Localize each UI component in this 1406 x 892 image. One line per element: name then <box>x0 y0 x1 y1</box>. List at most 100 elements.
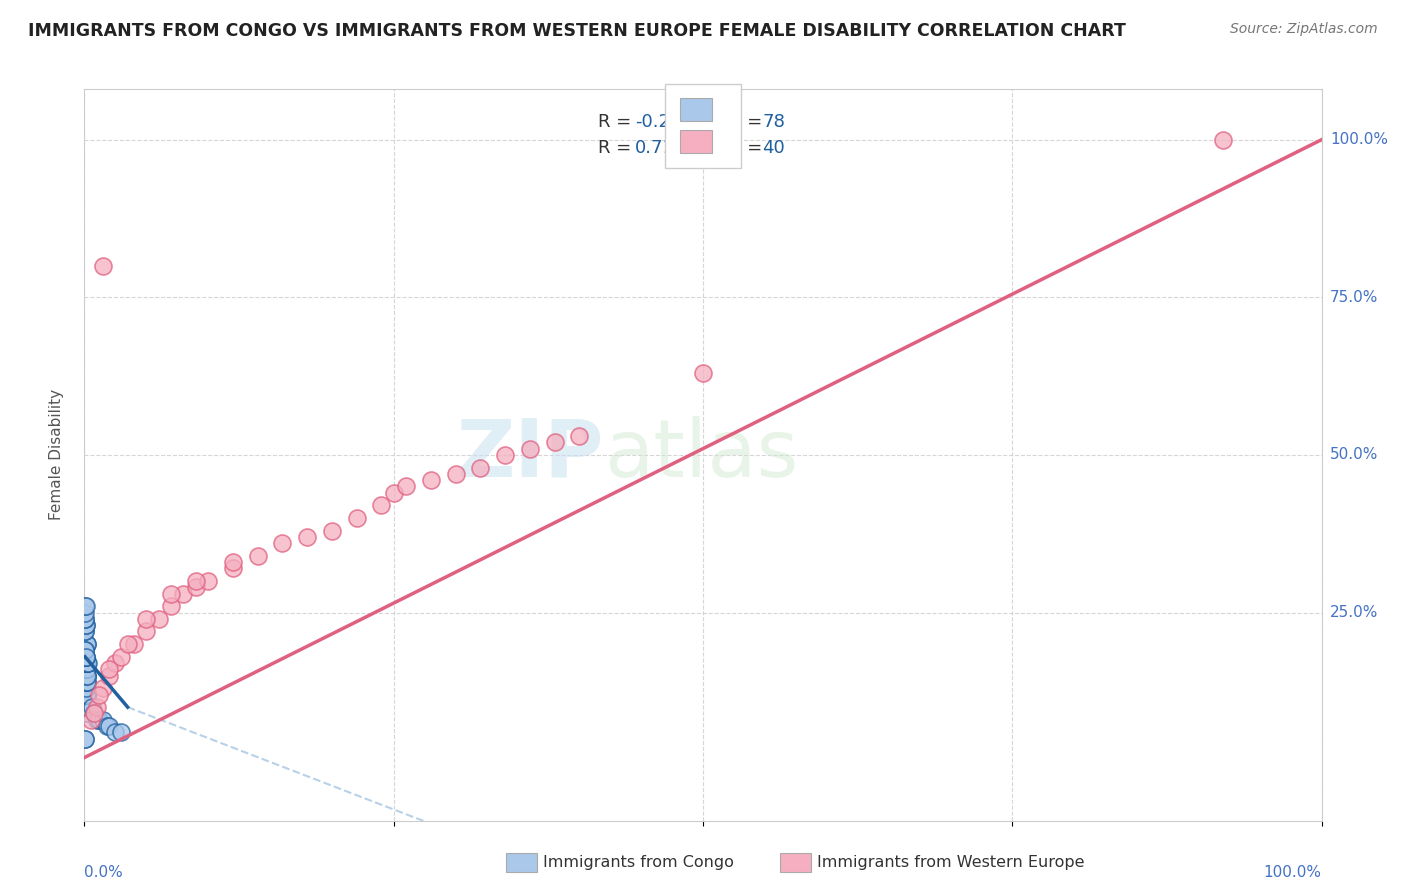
Point <box>80 700 103 714</box>
Point <box>543 435 565 450</box>
Point <box>75 662 97 676</box>
Point <box>73 637 96 651</box>
Point <box>89 713 111 727</box>
Text: 0.717: 0.717 <box>636 139 686 157</box>
Point <box>75 706 97 721</box>
Point <box>91 681 114 696</box>
Point <box>222 561 245 575</box>
Point <box>73 624 96 639</box>
Point <box>83 706 105 721</box>
Point <box>75 674 97 689</box>
Point <box>86 713 108 727</box>
Point <box>76 700 98 714</box>
Point <box>76 668 98 682</box>
Point <box>75 668 97 682</box>
Point <box>117 637 139 651</box>
Point <box>75 637 97 651</box>
Point <box>75 656 97 670</box>
Point <box>104 656 127 670</box>
Text: 100.0%: 100.0% <box>1330 132 1388 147</box>
Point <box>75 700 97 714</box>
Point <box>75 700 97 714</box>
Text: R =: R = <box>598 139 637 157</box>
Point <box>76 668 98 682</box>
Point <box>110 649 132 664</box>
Point <box>73 700 96 714</box>
Point <box>184 574 207 588</box>
Point <box>98 662 121 676</box>
Text: atlas: atlas <box>605 416 799 494</box>
Point <box>75 618 97 632</box>
Point <box>75 694 97 708</box>
Text: 100.0%: 100.0% <box>1264 864 1322 880</box>
Point <box>246 549 269 563</box>
Point <box>76 674 98 689</box>
Text: 25.0%: 25.0% <box>1330 605 1378 620</box>
Point <box>83 706 105 721</box>
Point <box>76 656 98 670</box>
Point <box>444 467 467 481</box>
Text: IMMIGRANTS FROM CONGO VS IMMIGRANTS FROM WESTERN EUROPE FEMALE DISABILITY CORREL: IMMIGRANTS FROM CONGO VS IMMIGRANTS FROM… <box>28 22 1126 40</box>
Point <box>75 662 97 676</box>
Point <box>76 637 98 651</box>
Point <box>222 555 245 569</box>
Point <box>76 656 98 670</box>
Point <box>75 649 97 664</box>
Y-axis label: Female Disability: Female Disability <box>49 389 63 521</box>
Point <box>75 649 97 664</box>
Point <box>98 668 121 682</box>
Point <box>568 429 591 443</box>
Point <box>419 473 441 487</box>
Text: ZIP: ZIP <box>457 416 605 494</box>
Point <box>160 599 183 614</box>
Point <box>75 599 97 614</box>
Point <box>519 442 541 456</box>
Point <box>76 694 98 708</box>
Point <box>75 612 97 626</box>
Point <box>122 637 145 651</box>
Point <box>76 688 98 702</box>
Point <box>76 656 98 670</box>
Point <box>148 612 170 626</box>
Point <box>96 719 118 733</box>
Point <box>76 694 98 708</box>
Point <box>295 530 318 544</box>
Point <box>75 649 97 664</box>
Point <box>76 637 98 651</box>
Point <box>104 725 127 739</box>
Point <box>76 700 98 714</box>
Point <box>91 713 114 727</box>
Point <box>75 668 97 682</box>
Point <box>75 656 97 670</box>
Text: N =: N = <box>728 113 768 131</box>
Point <box>75 637 97 651</box>
Point <box>73 643 96 657</box>
Point <box>692 366 714 380</box>
Point <box>395 479 418 493</box>
Point <box>76 688 98 702</box>
Point <box>75 637 97 651</box>
Point <box>75 649 97 664</box>
Text: Source: ZipAtlas.com: Source: ZipAtlas.com <box>1230 22 1378 37</box>
Point <box>73 606 96 620</box>
Point <box>75 599 97 614</box>
Point <box>75 624 97 639</box>
Point <box>75 637 97 651</box>
Point <box>75 688 97 702</box>
Point <box>75 668 97 682</box>
Point <box>76 700 98 714</box>
Point <box>75 731 97 746</box>
Text: 50.0%: 50.0% <box>1330 448 1378 462</box>
Point <box>75 656 97 670</box>
Point <box>76 674 98 689</box>
Point <box>470 460 492 475</box>
Point <box>370 499 392 513</box>
Point <box>79 713 101 727</box>
Point <box>197 574 219 588</box>
Point <box>172 587 194 601</box>
Text: Immigrants from Western Europe: Immigrants from Western Europe <box>817 855 1084 870</box>
Text: -0.235: -0.235 <box>636 113 693 131</box>
Point <box>135 624 157 639</box>
Point <box>73 731 96 746</box>
Text: Immigrants from Congo: Immigrants from Congo <box>543 855 734 870</box>
